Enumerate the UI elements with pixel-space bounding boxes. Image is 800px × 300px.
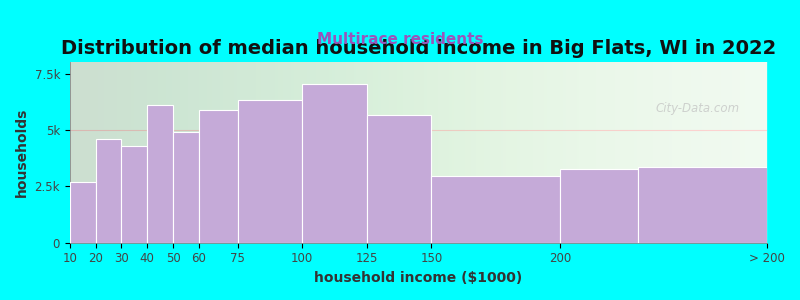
Y-axis label: households: households — [15, 108, 29, 197]
Bar — [366, 115, 431, 243]
Text: Multirace residents: Multirace residents — [317, 32, 483, 46]
Bar — [431, 176, 561, 243]
Bar — [96, 139, 122, 243]
Bar — [70, 182, 96, 243]
Text: City-Data.com: City-Data.com — [655, 102, 739, 115]
Bar — [199, 110, 238, 243]
Bar — [238, 100, 302, 243]
Bar — [173, 132, 199, 243]
Title: Distribution of median household income in Big Flats, WI in 2022: Distribution of median household income … — [61, 39, 776, 58]
Bar — [302, 84, 366, 243]
X-axis label: household income ($1000): household income ($1000) — [314, 271, 522, 285]
Bar — [561, 169, 638, 243]
Bar — [122, 146, 147, 243]
Bar — [638, 167, 767, 243]
Bar — [147, 105, 173, 243]
